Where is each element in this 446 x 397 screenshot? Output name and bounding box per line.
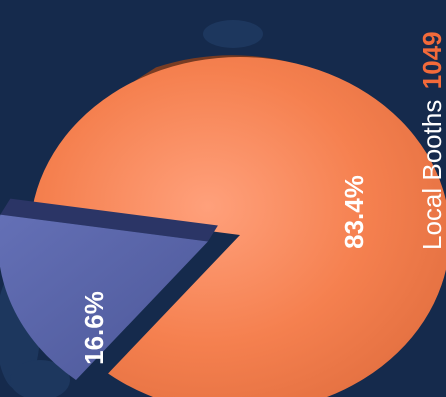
- slice-label-main: 83.4%: [339, 175, 369, 249]
- pie-slice-main: [32, 57, 446, 397]
- pie-slice-side-small: [0, 198, 218, 242]
- legend-value: 1049: [417, 31, 446, 89]
- legend-name: Local Booths: [417, 100, 446, 250]
- pie-slice-small: [0, 214, 208, 381]
- legend-entry: Local Booths 1049: [417, 31, 446, 250]
- slice-label-small: 16.6%: [79, 291, 109, 365]
